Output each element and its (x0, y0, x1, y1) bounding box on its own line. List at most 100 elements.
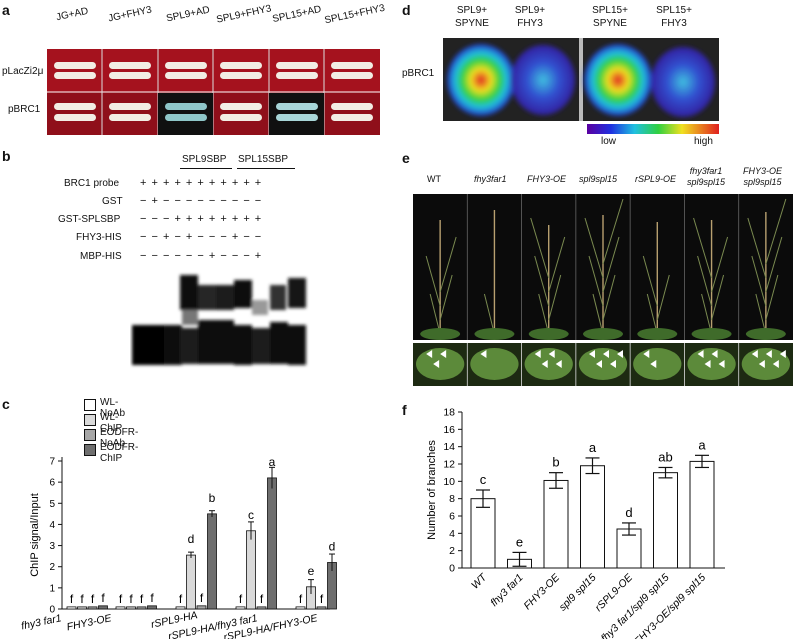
bar (543, 479, 569, 569)
significance-letter: e (308, 564, 315, 578)
plant-branch (602, 198, 624, 265)
bar (136, 606, 147, 610)
y-tick-label: 16 (443, 424, 455, 436)
significance-letter: f (299, 592, 303, 606)
col-header-6: SPL15+FHY3 (323, 2, 386, 27)
y-tick-label: 4 (449, 528, 455, 540)
bar (470, 498, 496, 569)
group-spl9sbp: SPL9SBP (182, 154, 227, 165)
significance-letter: a (269, 455, 276, 469)
row-gst-splsbp: GST-SPLSBP (58, 214, 121, 225)
plant-branch (425, 255, 441, 307)
plant-branch (747, 217, 767, 279)
significance-letter: f (80, 592, 84, 606)
y-tick-label: 6 (449, 511, 455, 523)
scale-high-label: high (694, 136, 713, 147)
row-label-placzi: pLacZi2μ (2, 66, 44, 77)
bar (87, 606, 98, 610)
bar (235, 606, 246, 610)
col-header-3: SPL9+AD (165, 4, 211, 25)
branch-arrow (650, 360, 657, 368)
branch-arrow (548, 350, 555, 358)
branch-arrow (643, 350, 650, 358)
symbols-brc1-probe: + + + + + + + + + + + (140, 177, 262, 189)
genotype-rspl9-oe: rSPL9-OE (635, 174, 677, 184)
plant-branch (588, 255, 604, 307)
plant-branch (592, 293, 604, 335)
panel-b-label: b (2, 148, 11, 164)
plant-branch (429, 293, 441, 335)
panel-d-label: d (402, 2, 411, 18)
header-spl9-spyne-line2: SPYNE (455, 18, 489, 29)
genotype-fhy3oe-spl9spl15: FHY3-OE spl9spl15 (743, 166, 782, 188)
significance-letter: f (119, 592, 123, 606)
col-header-5: SPL15+AD (271, 3, 323, 26)
plant-photo (413, 194, 793, 386)
significance-letter: d (625, 505, 632, 520)
col-header-1: JG+AD (55, 5, 90, 24)
plant-branch (602, 236, 620, 293)
genotype-6-line1: fhy3far1 (689, 166, 723, 176)
branch-arrow (772, 360, 779, 368)
plant-branch (534, 255, 550, 307)
branch-arrow (589, 350, 595, 358)
branch-arrow (779, 350, 786, 358)
plant-branch (701, 293, 713, 335)
branch-arrow (617, 350, 623, 358)
plant-rosette (691, 328, 732, 340)
branch-arrow (711, 350, 718, 358)
y-tick-label: 0 (449, 563, 455, 575)
plant-branch (538, 293, 550, 335)
significance-letter: a (698, 437, 706, 452)
bar (267, 477, 277, 610)
rosette-closeup (416, 348, 465, 380)
bar (186, 554, 196, 610)
col-header-4: SPL9+FHY3 (215, 3, 273, 26)
significance-letter: f (200, 591, 204, 605)
legend-swatch-eodfr-noab (84, 429, 96, 441)
y-tick-label: 2 (449, 545, 455, 557)
significance-letter: a (589, 440, 597, 455)
legend-label-wl-noab: WL-NoAb (100, 397, 126, 419)
y-tick-label: 7 (49, 457, 55, 468)
genotype-7-line1: FHY3-OE (743, 166, 783, 176)
significance-letter: f (70, 592, 74, 606)
y-axis-label: ChIP signal/Input (29, 493, 41, 577)
plant-rosette (583, 328, 623, 340)
y-tick-label: 18 (443, 407, 455, 419)
bar (295, 606, 306, 610)
branch-arrow (534, 350, 541, 358)
significance-letter: c (248, 508, 254, 522)
y-tick-label: 2 (49, 562, 55, 573)
plant-branch (530, 217, 550, 279)
plant-branch (755, 293, 767, 335)
plant-rosette (637, 328, 678, 340)
yeast-plate-image (47, 49, 380, 135)
x-tick-label: spl9 spl15 (557, 572, 599, 614)
branch-arrow (426, 350, 433, 358)
header-spl9-spyne-line1: SPL9+ (456, 5, 488, 16)
branch-arrow (751, 350, 758, 358)
significance-letter: f (140, 592, 144, 606)
significance-letter: d (188, 532, 195, 546)
luciferase-image (443, 38, 719, 121)
scale-low-label: low (601, 136, 617, 147)
header-spl15-fhy3-line2: FHY3 (661, 18, 687, 29)
bar (98, 605, 108, 610)
bar (66, 606, 77, 610)
branch-arrow (697, 350, 704, 358)
group-spl9sbp-line (180, 168, 232, 169)
rosette-closeup (524, 348, 573, 380)
branch-arrow (440, 350, 447, 358)
significance-letter: f (260, 592, 264, 606)
row-mbp-his: MBP-HIS (80, 251, 122, 262)
row-fhy3-his: FHY3-HIS (76, 232, 122, 243)
plant-branch (646, 293, 658, 335)
header-spl15-fhy3: SPL15+ FHY3 (644, 4, 704, 30)
symbols-gst: − + − − − − − − − − − (140, 195, 262, 207)
significance-letter: f (101, 591, 105, 605)
branch-arrow (596, 360, 602, 368)
rosette-closeup (633, 348, 682, 380)
row-label-pbrc1-d: pBRC1 (402, 68, 435, 79)
panel-d-headers: SPL9+ SPYNE SPL9+ FHY3 SPL15+ SPYNE SPL15+ F… (440, 4, 730, 40)
